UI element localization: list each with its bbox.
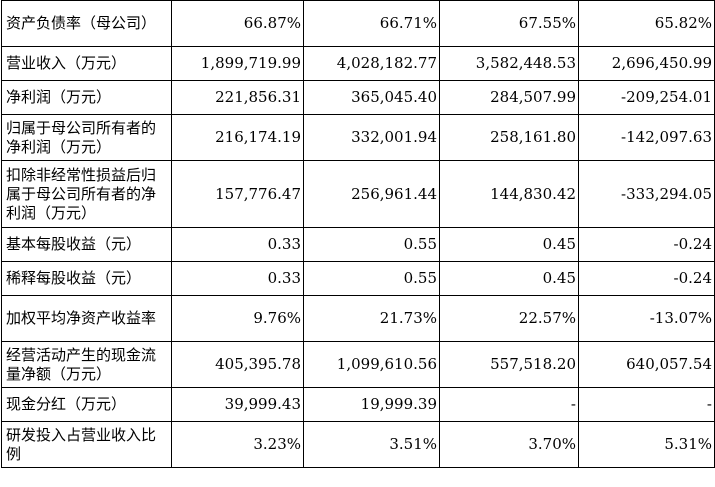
table-cell: 3.70% — [439, 421, 579, 468]
table-cell: 256,961.44 — [303, 160, 440, 228]
table-cell: 67.55% — [439, 0, 579, 47]
table-cell: 405,395.78 — [171, 341, 304, 388]
table-cell: 21.73% — [303, 295, 440, 342]
table-row: 稀释每股收益（元） 0.33 0.55 0.45 -0.24 — [1, 261, 715, 296]
row-label-parent-net-profit: 归属于母公司所有者的净利润（万元） — [1, 114, 172, 161]
table-cell: 2,696,450.99 — [578, 46, 715, 81]
table-cell: 284,507.99 — [439, 80, 579, 115]
row-label-rd-ratio: 研发投入占营业收入比例 — [1, 421, 172, 468]
table-cell: -333,294.05 — [578, 160, 715, 228]
table-cell: 221,856.31 — [171, 80, 304, 115]
table-cell: - — [439, 387, 579, 422]
table-cell: 3.51% — [303, 421, 440, 468]
table-cell: 332,001.94 — [303, 114, 440, 161]
row-label-operating-cash-flow: 经营活动产生的现金流量净额（万元） — [1, 341, 172, 388]
table-cell: 66.71% — [303, 0, 440, 47]
row-label-basic-eps: 基本每股收益（元） — [1, 227, 172, 262]
table-row: 基本每股收益（元） 0.33 0.55 0.45 -0.24 — [1, 227, 715, 262]
table-cell: 3,582,448.53 — [439, 46, 579, 81]
table-cell: 66.87% — [171, 0, 304, 47]
table-row: 扣除非经常性损益后归属于母公司所有者的净利润（万元） 157,776.47 25… — [1, 160, 715, 228]
table-cell: - — [578, 387, 715, 422]
table-cell: 557,518.20 — [439, 341, 579, 388]
row-label-net-profit: 净利润（万元） — [1, 80, 172, 115]
row-label-diluted-eps: 稀释每股收益（元） — [1, 261, 172, 296]
table-cell: 365,045.40 — [303, 80, 440, 115]
table-row: 研发投入占营业收入比例 3.23% 3.51% 3.70% 5.31% — [1, 421, 715, 468]
table-cell: 9.76% — [171, 295, 304, 342]
table-cell: 0.55 — [303, 227, 440, 262]
table-cell: 19,999.39 — [303, 387, 440, 422]
table-cell: 640,057.54 — [578, 341, 715, 388]
table-cell: 0.33 — [171, 261, 304, 296]
table-row: 营业收入（万元） 1,899,719.99 4,028,182.77 3,582… — [1, 46, 715, 81]
table-cell: 1,899,719.99 — [171, 46, 304, 81]
table-cell: 216,174.19 — [171, 114, 304, 161]
row-label-revenue: 营业收入（万元） — [1, 46, 172, 81]
table-row: 净利润（万元） 221,856.31 365,045.40 284,507.99… — [1, 80, 715, 115]
table-row: 加权平均净资产收益率 9.76% 21.73% 22.57% -13.07% — [1, 295, 715, 342]
row-label-roe: 加权平均净资产收益率 — [1, 295, 172, 342]
table-cell: 22.57% — [439, 295, 579, 342]
table-cell: 39,999.43 — [171, 387, 304, 422]
row-label-adjusted-net-profit: 扣除非经常性损益后归属于母公司所有者的净利润（万元） — [1, 160, 172, 228]
table-cell: 0.45 — [439, 227, 579, 262]
table-cell: -209,254.01 — [578, 80, 715, 115]
table-cell: -13.07% — [578, 295, 715, 342]
table-cell: 4,028,182.77 — [303, 46, 440, 81]
table-cell: 258,161.80 — [439, 114, 579, 161]
table-cell: 144,830.42 — [439, 160, 579, 228]
table-row: 归属于母公司所有者的净利润（万元） 216,174.19 332,001.94 … — [1, 114, 715, 161]
row-label-cash-dividend: 现金分红（万元） — [1, 387, 172, 422]
table-cell: -0.24 — [578, 261, 715, 296]
table-cell: 5.31% — [578, 421, 715, 468]
table-cell: 0.45 — [439, 261, 579, 296]
table-cell: 65.82% — [578, 0, 715, 47]
table-cell: -0.24 — [578, 227, 715, 262]
table-cell: -142,097.63 — [578, 114, 715, 161]
table-row: 资产负债率（母公司） 66.87% 66.71% 67.55% 65.82% — [1, 0, 715, 47]
table-cell: 0.33 — [171, 227, 304, 262]
table-cell: 1,099,610.56 — [303, 341, 440, 388]
table-cell: 0.55 — [303, 261, 440, 296]
table-row: 现金分红（万元） 39,999.43 19,999.39 - - — [1, 387, 715, 422]
financial-indicators-table: 资产负债率（母公司） 66.87% 66.71% 67.55% 65.82% 营… — [1, 0, 715, 468]
table-cell: 157,776.47 — [171, 160, 304, 228]
table-cell: 3.23% — [171, 421, 304, 468]
row-label-debt-ratio: 资产负债率（母公司） — [1, 0, 172, 47]
table-row: 经营活动产生的现金流量净额（万元） 405,395.78 1,099,610.5… — [1, 341, 715, 388]
